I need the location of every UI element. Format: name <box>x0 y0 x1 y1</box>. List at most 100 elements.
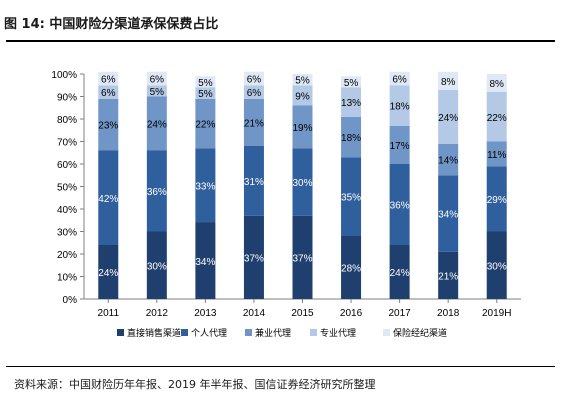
data-label: 21% <box>244 118 264 129</box>
data-label: 6% <box>101 88 116 99</box>
y-tick-label: 60% <box>57 160 77 171</box>
legend-label: 专业代理 <box>320 327 356 339</box>
data-label: 8% <box>441 77 456 88</box>
data-label: 23% <box>98 121 118 132</box>
legend-swatch <box>245 329 252 336</box>
data-label: 6% <box>247 88 262 99</box>
bar-segment <box>243 71 264 86</box>
data-label: 6% <box>247 75 262 86</box>
bar-segment <box>292 85 313 106</box>
bar-segment <box>389 125 410 164</box>
bar-segment <box>292 105 313 149</box>
y-tick-label: 50% <box>57 183 77 194</box>
bar-segment <box>341 157 362 236</box>
y-tick-label: 20% <box>57 250 77 261</box>
data-label: 6% <box>101 75 116 86</box>
y-tick-label: 90% <box>57 93 77 104</box>
y-tick-label: 70% <box>57 138 77 149</box>
bar-segment <box>486 74 507 92</box>
bar-segment <box>98 150 119 245</box>
x-tick-label: 2011 <box>98 308 120 319</box>
data-label: 37% <box>244 253 264 264</box>
data-label: 29% <box>487 195 507 206</box>
bar-segment <box>243 146 264 216</box>
figure-title: 图 14: 中国财险分渠道承保保费占比 <box>4 13 218 32</box>
data-label: 34% <box>195 257 215 268</box>
x-tick-label: 2017 <box>388 308 411 319</box>
x-tick-label: 2016 <box>340 308 363 319</box>
bar-segment <box>486 231 507 299</box>
data-label: 18% <box>390 102 410 113</box>
data-label: 28% <box>341 264 361 275</box>
y-tick-label: 80% <box>57 115 77 126</box>
bar-segment <box>438 89 459 144</box>
bar-segment <box>486 92 507 142</box>
bar-segment <box>195 87 216 99</box>
data-label: 5% <box>295 76 310 87</box>
source-divider <box>6 366 555 367</box>
figure-label: 图 14: <box>4 17 45 32</box>
bar-segment <box>438 143 459 176</box>
data-label: 35% <box>341 193 361 204</box>
data-label: 30% <box>487 261 507 272</box>
y-tick-label: 30% <box>57 228 77 239</box>
data-label: 9% <box>295 91 310 102</box>
bar-segment <box>438 175 459 252</box>
data-label: 5% <box>198 89 213 100</box>
legend-label: 个人代理 <box>191 328 227 339</box>
legend-label: 保险经纪渠道 <box>393 327 447 339</box>
bar-segment <box>98 71 119 86</box>
bar-segment <box>146 85 167 97</box>
bar-segment <box>243 215 264 299</box>
x-tick-label: 2012 <box>146 308 169 319</box>
data-label: 24% <box>438 113 458 124</box>
bar-segment <box>341 87 362 117</box>
bar-segment <box>389 71 410 86</box>
bar-segment <box>146 231 167 299</box>
y-tick-label: 0% <box>63 295 78 306</box>
bar-segment <box>389 245 410 299</box>
bar-segment <box>98 85 119 99</box>
data-label: 8% <box>489 79 504 90</box>
bar-segment <box>146 150 167 232</box>
data-label: 19% <box>292 123 312 134</box>
data-label: 22% <box>487 113 507 124</box>
source-note: 资料来源：中国财险历年年报、2019 年半年报、国信证券经济研究所整理 <box>14 378 376 391</box>
data-label: 18% <box>341 133 361 144</box>
data-label: 5% <box>198 78 213 89</box>
bar-segment <box>146 71 167 86</box>
bar-segment <box>243 85 264 99</box>
bar-segment <box>341 236 362 299</box>
bar-segment <box>486 141 507 167</box>
data-label: 36% <box>147 187 167 198</box>
data-label: 24% <box>98 268 118 279</box>
y-tick-label: 100% <box>51 70 77 81</box>
y-tick-label: 10% <box>57 273 77 284</box>
data-label: 31% <box>244 177 264 188</box>
data-label: 13% <box>341 98 361 109</box>
data-label: 11% <box>487 150 506 161</box>
bar-segment <box>243 98 264 146</box>
bar-segment <box>195 98 216 149</box>
data-label: 37% <box>292 253 312 264</box>
data-label: 34% <box>438 210 458 221</box>
data-label: 33% <box>195 181 215 192</box>
bar-segment <box>341 76 362 88</box>
data-label: 5% <box>344 78 359 89</box>
data-label: 30% <box>147 261 167 272</box>
data-label: 21% <box>438 271 458 282</box>
bar-segment <box>389 164 410 245</box>
bar-segment <box>292 215 313 299</box>
data-label: 22% <box>195 120 215 131</box>
x-tick-label: 2015 <box>291 308 314 319</box>
data-label: 17% <box>390 141 410 152</box>
bar-segment <box>438 71 459 90</box>
bar-segment <box>486 166 507 232</box>
x-tick-label: 2013 <box>194 308 217 319</box>
y-tick-label: 40% <box>57 205 77 216</box>
data-label: 6% <box>392 75 407 86</box>
figure-title-text: 中国财险分渠道承保保费占比 <box>49 17 219 32</box>
bar-segment <box>195 148 216 223</box>
data-label: 24% <box>390 268 410 279</box>
